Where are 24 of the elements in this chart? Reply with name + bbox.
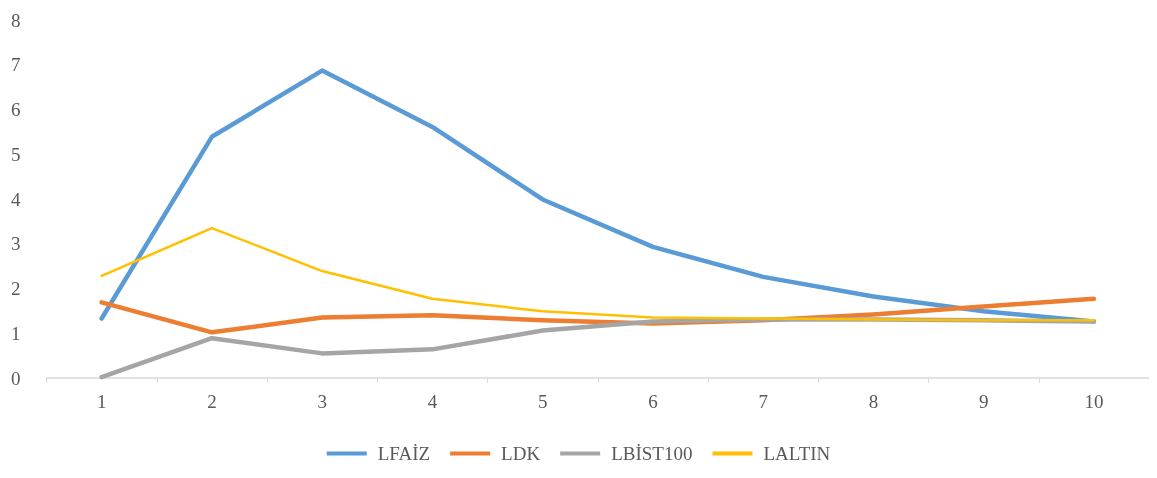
y-tick-label: 0 <box>11 367 21 389</box>
x-tick-label: 8 <box>868 391 879 412</box>
line-series <box>100 226 1096 322</box>
x-tick-label: 10 <box>1084 391 1104 412</box>
y-tick-label: 4 <box>11 188 21 210</box>
x-tick-label: 5 <box>537 391 548 412</box>
legend-label: LFAİZ <box>377 443 431 464</box>
x-tick-label: 1 <box>96 391 107 412</box>
legend-label: LDK <box>501 443 541 464</box>
y-tick-label: 1 <box>11 322 21 344</box>
x-tick-label: 2 <box>207 391 217 412</box>
x-tick-label: 7 <box>758 391 768 412</box>
y-tick-label: 2 <box>11 278 21 299</box>
y-tick-label: 3 <box>11 233 21 255</box>
y-tick-label: 8 <box>11 9 21 31</box>
x-tick-label: 6 <box>648 391 658 412</box>
y-tick-label: 5 <box>11 143 21 165</box>
x-tick-label: 4 <box>427 391 438 412</box>
y-tick-label: 6 <box>11 99 21 120</box>
legend-label: LBİST100 <box>611 443 693 464</box>
x-tick-label: 9 <box>978 391 989 412</box>
y-tick-label: 7 <box>11 54 21 76</box>
x-tick-label: 3 <box>317 391 327 412</box>
legend-label: LALTIN <box>763 443 831 464</box>
